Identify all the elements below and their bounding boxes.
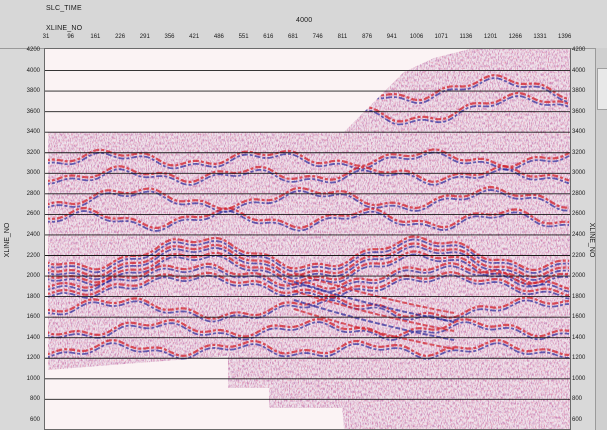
x-tick-label: 941 — [386, 34, 397, 40]
reflector-band — [48, 253, 570, 287]
x-tick-label: 291 — [139, 34, 150, 40]
y-tick-label-left: 1000 — [26, 375, 40, 382]
y-tick-label-left: 800 — [29, 396, 40, 403]
x-tick-label: 616 — [263, 34, 274, 40]
y-tick-label-right: 2000 — [572, 273, 586, 280]
y-axis-title-right: XLINE_NO — [587, 222, 595, 258]
reflector-band — [48, 185, 570, 211]
x-tick-label: 161 — [90, 34, 101, 40]
x-tick-label: 486 — [213, 34, 224, 40]
y-tick-label-left: 600 — [29, 416, 40, 423]
y-tick-label-right: 1800 — [572, 293, 586, 300]
reflector-band — [48, 338, 570, 357]
reflector-band — [48, 265, 570, 293]
reflector-band — [48, 238, 570, 274]
y-tick-label-right: 3600 — [572, 108, 586, 115]
y-tick-label-left: 1400 — [26, 334, 40, 341]
y-tick-label-left: 3800 — [26, 88, 40, 95]
reflector-band — [48, 321, 570, 341]
y-tick-label-left: 2800 — [26, 190, 40, 197]
y-tick-label-right: 600 — [572, 416, 583, 423]
y-tick-label-right: 800 — [572, 396, 583, 403]
y-tick-label-right: 3400 — [572, 129, 586, 136]
reflector-band — [48, 250, 570, 285]
slice-value: 4000 — [296, 17, 313, 24]
x-tick-label: 226 — [115, 34, 126, 40]
y-tick-label-right: 3800 — [572, 88, 586, 95]
x-tick-label: 551 — [238, 34, 249, 40]
x-axis-label: XLINE_NO — [46, 25, 83, 32]
x-tick-label: 811 — [337, 34, 348, 40]
horizontal-gridlines — [44, 70, 571, 400]
x-tick-label: 96 — [67, 34, 75, 40]
y-tick-label-left: 4000 — [26, 67, 40, 74]
reflector-band — [48, 271, 570, 297]
y-tick-label-right: 4000 — [572, 67, 586, 74]
x-tick-label: 1136 — [459, 34, 473, 40]
reflector-band — [48, 164, 570, 183]
field-label: SLC_TIME — [46, 5, 82, 12]
y-tick-label-left: 2600 — [26, 211, 40, 218]
reflector-band — [48, 210, 570, 232]
scrollbar-thumb[interactable] — [597, 68, 607, 110]
seismic-plot[interactable] — [44, 48, 571, 430]
vertical-scrollbar[interactable] — [595, 48, 607, 430]
reflector-band — [48, 299, 570, 323]
y-tick-label-right: 2200 — [572, 252, 586, 259]
reflector-band — [48, 342, 570, 360]
reflector-band — [48, 295, 570, 320]
reflector-band — [48, 148, 570, 169]
y-tick-label-right: 1000 — [572, 375, 586, 382]
y-tick-label-right: 3000 — [572, 170, 586, 177]
y-tick-label-left: 1200 — [26, 355, 40, 362]
y-tick-label-left: 2000 — [26, 273, 40, 280]
x-tick-label: 746 — [312, 34, 323, 40]
x-tick-label: 1331 — [533, 34, 547, 40]
x-tick-label: 1396 — [558, 34, 572, 40]
y-tick-label-right: 1200 — [572, 355, 586, 362]
x-tick-label: 356 — [164, 34, 175, 40]
reflector-band — [48, 245, 570, 281]
y-axis-title-left: XLINE_NO — [3, 222, 11, 258]
header-panel: SLC_TIME 4000 XLINE_NO 31 96 161 226 291 356 4… — [0, 0, 607, 49]
y-tick-label-right: 4200 — [572, 47, 586, 53]
reflector-band — [48, 151, 570, 171]
y-tick-label-left: 2400 — [26, 231, 40, 238]
x-tick-label: 1071 — [434, 34, 448, 40]
y-tick-label-left: 1600 — [26, 314, 40, 321]
x-tick-label: 1006 — [409, 34, 424, 40]
y-tick-label-left: 3400 — [26, 129, 40, 136]
reflector-band — [48, 262, 570, 290]
reflector-band — [48, 242, 570, 279]
y-tick-label-left: 3200 — [26, 149, 40, 156]
reflector-band — [48, 189, 570, 213]
y-tick-label-right: 1400 — [572, 334, 586, 341]
y-tick-label-right: 3200 — [572, 149, 586, 156]
y-tick-label-left: 1800 — [26, 293, 40, 300]
x-tick-label: 421 — [189, 34, 200, 40]
y-tick-label-left: 4200 — [26, 47, 40, 53]
y-tick-label-left: 3000 — [26, 170, 40, 177]
y-tick-label-right: 2400 — [572, 231, 586, 238]
reflector-band — [48, 317, 570, 339]
x-tick-label: 1201 — [483, 34, 498, 40]
x-tick-label: 1266 — [508, 34, 522, 40]
reflector-band — [48, 206, 570, 230]
y-tick-label-right: 1600 — [572, 314, 586, 321]
y-tick-label-right: 2600 — [572, 211, 586, 218]
y-tick-label-left: 2200 — [26, 252, 40, 259]
reflector-band — [48, 274, 570, 300]
x-tick-label: 876 — [362, 34, 373, 40]
y-tick-label-right: 2800 — [572, 190, 586, 197]
x-tick-label: 31 — [42, 34, 50, 40]
y-tick-label-left: 3600 — [26, 108, 40, 115]
x-tick-label: 681 — [287, 34, 299, 40]
